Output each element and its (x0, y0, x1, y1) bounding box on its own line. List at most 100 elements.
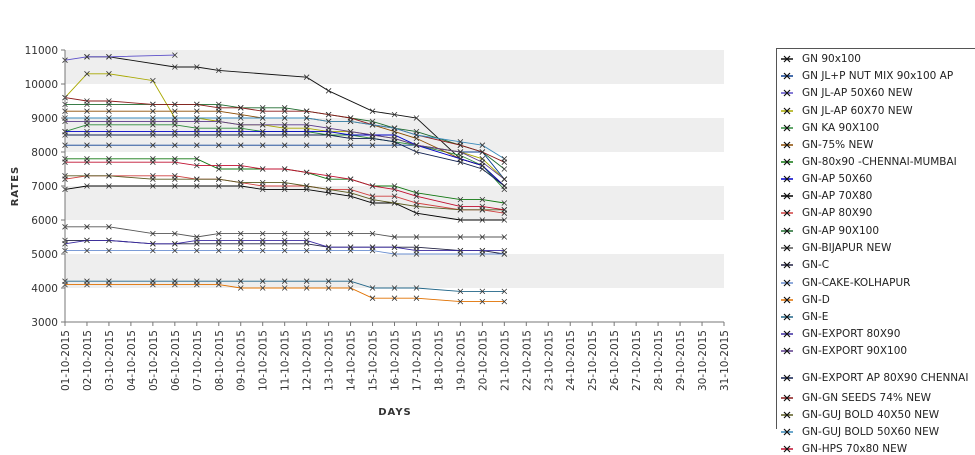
y-tick-labels: 3000 4000 5000 6000 7000 8000 9000 10000 11000 (25, 45, 65, 329)
data-point-marker (303, 108, 310, 114)
legend-label: GN-75% NEW (802, 139, 874, 151)
data-point-marker (237, 247, 244, 254)
data-point-marker (501, 234, 508, 240)
data-point-marker (237, 230, 244, 237)
data-point-marker (172, 247, 178, 254)
series-line (65, 226, 505, 238)
data-point-marker (106, 132, 112, 138)
data-point-marker (391, 139, 398, 145)
data-point-marker (194, 278, 200, 284)
data-point-marker (194, 176, 200, 182)
legend-marker-icon (781, 107, 793, 115)
data-point-marker (413, 193, 420, 199)
legend-marker-icon (781, 411, 793, 419)
data-point-marker (215, 247, 222, 254)
legend-marker-icon (781, 244, 793, 252)
data-point-marker (215, 142, 222, 148)
x-tick-label: 13-10-2015 (324, 330, 336, 391)
series-15 (62, 278, 508, 295)
legend: GN 90x100 GN JL+P NUT MIX 90x100 AP GN J… (776, 48, 975, 455)
data-point-marker (391, 295, 398, 301)
data-point-marker (84, 278, 90, 284)
line-chart: 3000 4000 5000 6000 7000 8000 9000 10000 11000 0… (10, 45, 731, 418)
data-point-marker (325, 132, 332, 138)
data-point-marker (281, 122, 288, 128)
data-point-marker (259, 115, 266, 121)
legend-marker-icon (781, 445, 793, 453)
data-point-marker (150, 183, 156, 189)
data-point-marker (106, 115, 112, 121)
x-tick-label: 17-10-2015 (411, 330, 423, 391)
x-tick-label: 25-10-2015 (587, 330, 599, 391)
data-point-marker (84, 173, 90, 179)
y-tick-label: 8000 (31, 147, 58, 159)
data-point-marker (501, 156, 508, 162)
legend-marker-icon (781, 209, 793, 217)
legend-label: GN-AP 90X100 (802, 225, 879, 237)
data-point-marker (413, 142, 420, 148)
data-point-marker (303, 122, 310, 128)
data-point-marker (281, 166, 288, 172)
x-tick-label: 08-10-2015 (214, 330, 226, 391)
legend-marker-icon (781, 279, 793, 287)
legend-label: GN-GN SEEDS 74% NEW (802, 392, 932, 404)
data-point-marker (281, 237, 288, 244)
data-point-marker (281, 179, 288, 186)
data-point-marker (150, 142, 156, 148)
data-point-marker (237, 285, 244, 291)
data-point-marker (106, 237, 112, 244)
data-point-marker (150, 241, 156, 247)
x-tick-label: 18-10-2015 (433, 330, 445, 391)
data-point-marker (457, 298, 464, 305)
legend-label: GN JL-AP 60X70 NEW (802, 105, 913, 117)
data-point-marker (501, 217, 508, 223)
legend-marker-icon (781, 347, 793, 355)
data-point-marker (194, 183, 200, 189)
data-point-marker (106, 173, 112, 179)
data-point-marker (303, 247, 310, 254)
data-point-marker (457, 247, 464, 254)
series-line (64, 54, 175, 61)
data-point-marker (347, 285, 354, 291)
x-tick-label: 02-10-2015 (82, 330, 94, 391)
data-point-marker (215, 237, 222, 244)
data-point-marker (479, 166, 486, 172)
data-point-marker (259, 132, 266, 138)
x-tick-label: 21-10-2015 (499, 330, 511, 391)
y-tick-label: 11000 (25, 45, 58, 57)
data-point-marker (479, 247, 486, 254)
data-point-marker (347, 135, 354, 142)
data-point-marker (172, 132, 178, 138)
data-point-marker (479, 217, 486, 223)
series-2 (62, 52, 178, 63)
data-point-marker (106, 247, 112, 254)
data-point-marker (413, 285, 420, 291)
data-point-marker (172, 52, 178, 58)
data-point-marker (172, 241, 178, 247)
data-point-marker (479, 196, 486, 203)
data-point-marker (259, 166, 266, 172)
data-point-marker (281, 132, 288, 138)
data-point-marker (172, 64, 178, 70)
data-point-marker (303, 285, 310, 291)
data-point-marker (325, 278, 332, 284)
data-point-marker (106, 54, 112, 60)
data-point-marker (281, 285, 288, 291)
data-point-marker (215, 278, 222, 284)
x-axis-title: DAYS (378, 407, 412, 418)
data-point-marker (259, 142, 266, 148)
data-point-marker (303, 74, 310, 80)
data-point-marker (84, 247, 90, 254)
data-point-marker (325, 142, 332, 148)
data-point-marker (215, 176, 222, 182)
data-point-marker (369, 142, 376, 148)
legend-label: GN-GUJ BOLD 50X60 NEW (802, 426, 940, 438)
legend-label: GN-BIJAPUR NEW (802, 242, 892, 254)
data-point-marker (84, 132, 90, 138)
data-point-marker (479, 288, 486, 295)
x-tick-label: 22-10-2015 (521, 330, 533, 391)
data-point-marker (369, 108, 376, 114)
x-tick-label: 11-10-2015 (280, 330, 292, 391)
data-point-marker (194, 132, 200, 138)
x-tick-label: 23-10-2015 (543, 330, 555, 391)
